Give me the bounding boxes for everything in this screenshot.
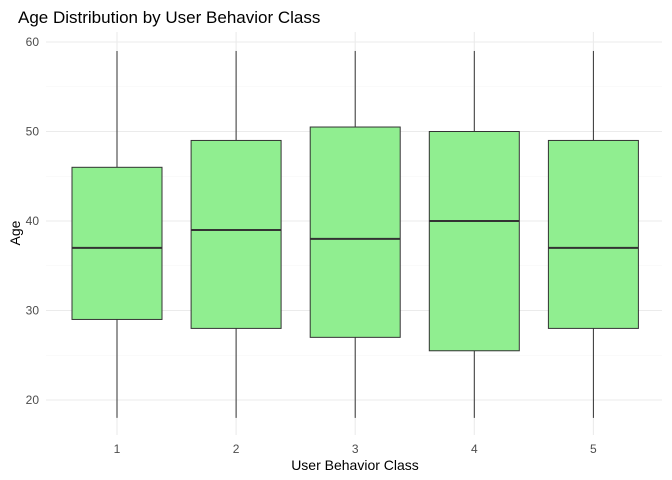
boxplot-series bbox=[71, 50, 639, 418]
x-tick-label: 3 bbox=[352, 442, 359, 456]
y-axis-ticks: 20 30 40 50 60 bbox=[26, 35, 40, 407]
y-tick-label: 50 bbox=[26, 125, 40, 139]
box-iqr bbox=[309, 126, 401, 338]
chart-title: Age Distribution by User Behavior Class bbox=[18, 8, 320, 27]
y-tick-label: 60 bbox=[26, 35, 40, 49]
box-iqr bbox=[428, 131, 520, 352]
x-axis-ticks: 1 2 3 4 5 bbox=[114, 442, 597, 456]
y-tick-label: 20 bbox=[26, 393, 40, 407]
x-tick-label: 4 bbox=[471, 442, 478, 456]
x-tick-label: 1 bbox=[114, 442, 121, 456]
x-tick-label: 5 bbox=[590, 442, 597, 456]
box-group bbox=[190, 50, 282, 418]
x-tick-label: 2 bbox=[233, 442, 240, 456]
box-iqr bbox=[190, 139, 282, 329]
box-iqr bbox=[71, 166, 163, 320]
y-tick-label: 40 bbox=[26, 214, 40, 228]
box-group bbox=[428, 50, 520, 418]
y-tick-label: 30 bbox=[26, 304, 40, 318]
box-group bbox=[309, 50, 401, 418]
box-group bbox=[71, 50, 163, 418]
y-axis-label: Age bbox=[7, 220, 23, 245]
box-group bbox=[547, 50, 639, 418]
box-iqr bbox=[547, 139, 639, 329]
x-axis-label: User Behavior Class bbox=[291, 457, 419, 473]
